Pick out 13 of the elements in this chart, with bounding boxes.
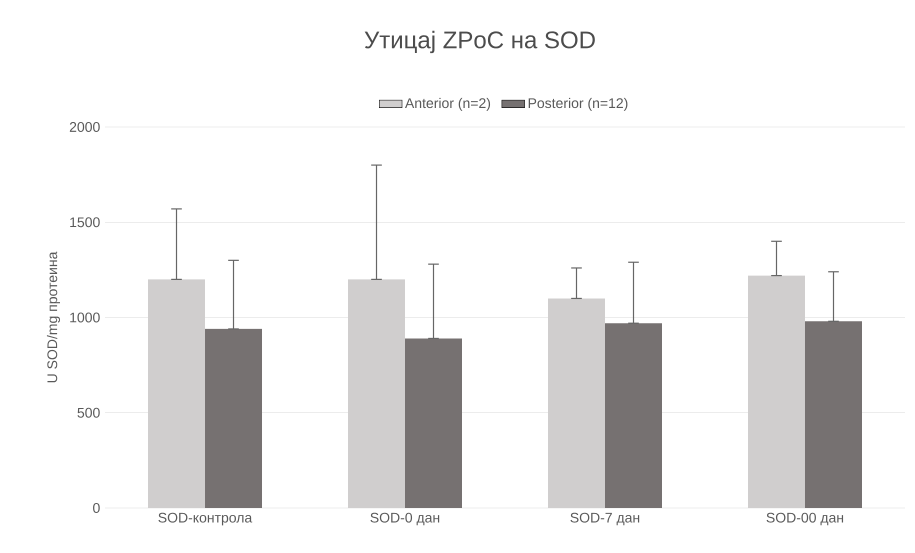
y-tick-label: 1500 xyxy=(70,217,100,228)
x-tick-label: SOD-0 дан xyxy=(370,512,440,526)
legend-label: Anterior (n=2) xyxy=(404,98,490,111)
y-tick-label: 2000 xyxy=(70,122,100,132)
y-tick-label: 500 xyxy=(78,408,100,418)
x-tick-label: SOD-7 дан xyxy=(570,512,640,526)
y-tick-label: 0 xyxy=(93,503,100,513)
legend-label: Posterior (n=12) xyxy=(528,98,628,111)
y-axis-title: U SOD/mg протеина xyxy=(46,252,60,382)
chart-title: Утицај ZPoC на SOD xyxy=(364,30,595,54)
x-tick-label: SOD-контрола xyxy=(158,512,252,526)
x-tick-label: SOD-00 дан xyxy=(766,512,844,526)
y-tick-label: 1000 xyxy=(70,312,100,322)
